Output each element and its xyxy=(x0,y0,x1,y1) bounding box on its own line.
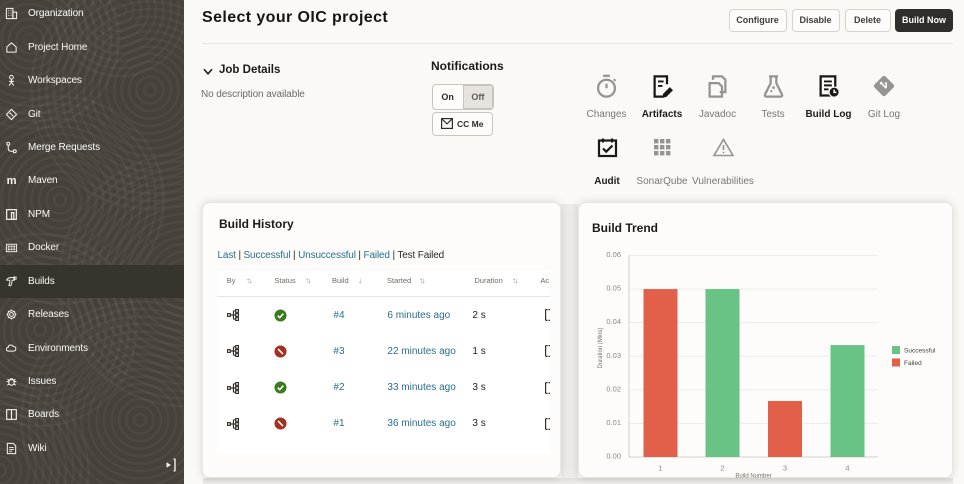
svg-text:3: 3 xyxy=(783,464,787,473)
svg-text:0.00: 0.00 xyxy=(606,452,621,461)
svg-text:Successful: Successful xyxy=(904,348,936,355)
svg-text:0.03: 0.03 xyxy=(606,351,621,360)
svg-text:0.05: 0.05 xyxy=(606,284,621,293)
svg-text:4: 4 xyxy=(845,464,849,473)
svg-text:Failed: Failed xyxy=(904,360,922,367)
svg-text:Duration (Mins): Duration (Mins) xyxy=(598,327,604,368)
svg-text:0.01: 0.01 xyxy=(606,418,621,427)
svg-text:m: m xyxy=(7,176,17,188)
svg-text:0.02: 0.02 xyxy=(606,384,621,393)
svg-text:0.06: 0.06 xyxy=(606,250,621,259)
svg-text:1: 1 xyxy=(658,464,662,473)
svg-text:0.04: 0.04 xyxy=(606,317,621,326)
svg-text:2: 2 xyxy=(720,464,724,473)
svg-text:Build Number: Build Number xyxy=(735,474,771,480)
